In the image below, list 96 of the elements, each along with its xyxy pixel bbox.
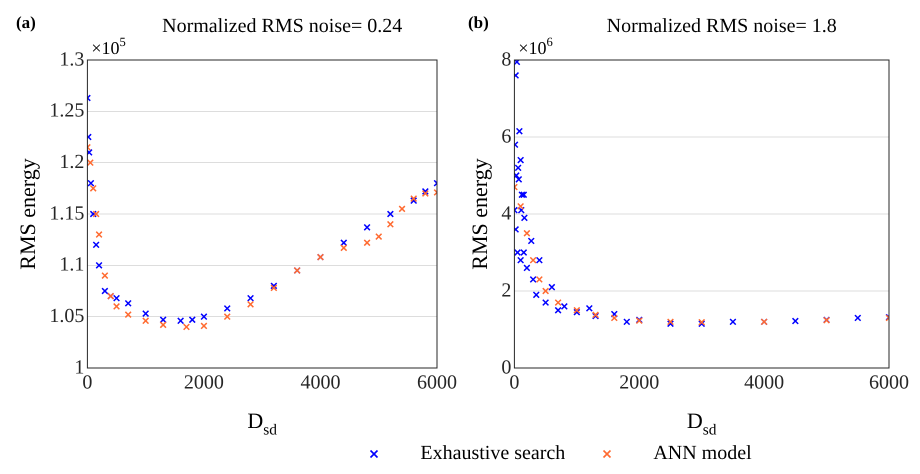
- point: [386, 220, 394, 228]
- point: [542, 287, 550, 295]
- x-tick-label: 4000: [744, 371, 784, 394]
- point: [536, 276, 543, 284]
- point: [364, 239, 371, 246]
- point: [520, 191, 528, 198]
- point: [160, 321, 167, 328]
- y-tick-label: 0: [501, 356, 512, 378]
- point: [182, 323, 190, 331]
- point: [398, 205, 406, 212]
- point: [586, 304, 593, 312]
- y-tick-label: 6: [501, 125, 512, 148]
- point: [528, 237, 535, 245]
- chart-title: Normalized RMS noise= 1.8: [606, 15, 837, 37]
- point: [554, 298, 562, 306]
- point: [520, 214, 528, 222]
- point: [160, 316, 167, 324]
- point: [92, 241, 100, 248]
- y-tick-label: 1.3: [59, 48, 84, 70]
- point: [523, 230, 530, 237]
- point: [142, 317, 150, 324]
- chart-title: Normalized RMS noise= 0.24: [162, 15, 402, 37]
- y-tick-label: 8: [501, 48, 512, 70]
- x-tick-label: 4000: [300, 371, 340, 394]
- point: [517, 256, 524, 264]
- y-axis-title: RMS energy: [466, 158, 492, 270]
- point: [87, 180, 94, 187]
- point: [246, 294, 254, 302]
- point: [516, 128, 523, 135]
- y-tick-label: 4: [501, 202, 512, 224]
- point: [792, 317, 799, 325]
- point: [124, 311, 132, 318]
- y-tick-label: 1.25: [49, 100, 84, 122]
- point: [87, 148, 93, 156]
- point: [560, 302, 568, 310]
- x-tick-label: 2000: [619, 371, 660, 394]
- point: [517, 202, 524, 210]
- point: [532, 291, 540, 298]
- point: [518, 206, 525, 214]
- point: [364, 224, 371, 231]
- point: [422, 190, 429, 198]
- y-tick-label: 1: [74, 356, 84, 378]
- point: [200, 313, 208, 320]
- point: [200, 322, 208, 330]
- point: [542, 298, 550, 306]
- y-tick-label: 1.2: [59, 150, 84, 173]
- point: [854, 314, 862, 322]
- text: (a): [16, 13, 36, 32]
- y-axis-title: RMS energy: [14, 158, 40, 270]
- point: [530, 276, 537, 284]
- y-tick-label: 2: [501, 279, 512, 302]
- point: [386, 210, 394, 218]
- text: (b): [468, 13, 489, 32]
- point: [340, 244, 348, 252]
- point: [177, 317, 184, 324]
- point: [224, 304, 231, 312]
- x-tick-label: 2000: [184, 371, 224, 394]
- x-tick-label: 6000: [417, 371, 457, 394]
- point: [729, 318, 736, 326]
- point: [101, 272, 108, 280]
- y-tick-label: 1.1: [59, 254, 84, 276]
- y-tick-label: 1.15: [49, 202, 84, 224]
- point: [87, 159, 94, 166]
- point: [142, 310, 150, 318]
- point: [610, 310, 618, 318]
- point: [340, 239, 348, 246]
- point: [92, 210, 100, 218]
- point: [514, 248, 522, 256]
- point: [246, 300, 254, 308]
- legend-label: Exhaustive search: [419, 442, 566, 465]
- point: [188, 316, 196, 324]
- point: [375, 233, 382, 240]
- point: [530, 256, 537, 264]
- legend-label: ANN model: [652, 442, 752, 465]
- point: [554, 306, 562, 314]
- point: [518, 191, 526, 198]
- point: [112, 302, 120, 310]
- point: [610, 314, 618, 322]
- point: [520, 248, 528, 256]
- x-tick-label: 6000: [869, 371, 909, 394]
- point: [95, 262, 103, 269]
- point: [523, 264, 530, 272]
- point: [95, 230, 103, 238]
- point: [514, 60, 520, 66]
- point: [112, 294, 120, 302]
- point: [124, 300, 132, 307]
- point: [90, 210, 97, 218]
- point: [90, 184, 97, 192]
- point: [224, 313, 231, 320]
- point: [422, 188, 429, 195]
- point: [548, 284, 556, 291]
- point: [623, 318, 630, 326]
- point: [536, 256, 543, 264]
- y-tick-label: 1.05: [49, 304, 84, 327]
- point: [101, 287, 108, 295]
- point: [515, 176, 522, 183]
